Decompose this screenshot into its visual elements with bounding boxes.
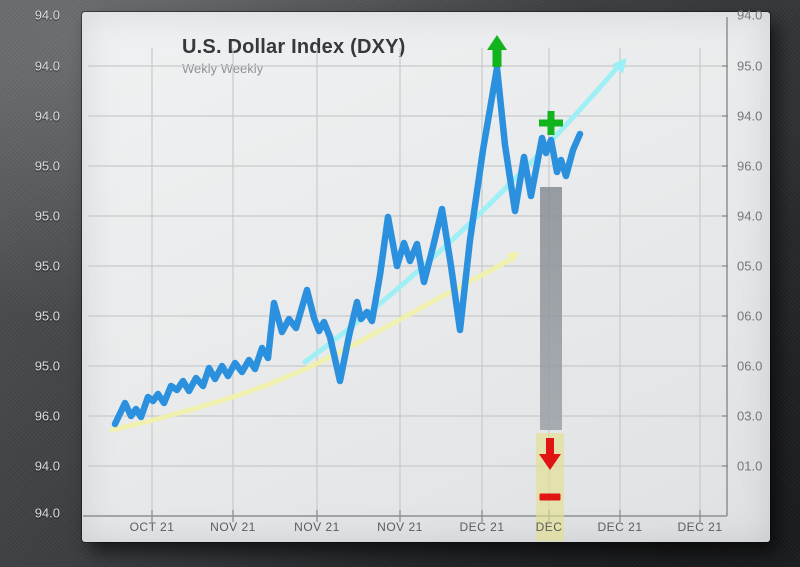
yellow-trendline-arrowhead [507, 252, 520, 263]
y-axis-right-label: 05.0 [737, 258, 763, 274]
x-axis-label: DEC 21 [459, 520, 505, 534]
yellow-trendline [109, 255, 516, 433]
x-axis-label: DEC 21 [597, 520, 643, 534]
x-axis-label: NOV 21 [377, 520, 423, 534]
red-down-arrow [539, 438, 561, 470]
x-axis-label: DEC 21 [677, 520, 723, 534]
y-axis-right-label: 06.0 [737, 308, 763, 324]
y-axis-right-label: 96.0 [737, 158, 763, 174]
y-axis-left-label: 95.0 [34, 208, 60, 224]
y-axis-left-label: 94.0 [34, 7, 60, 23]
y-axis-right-label: 94.0 [737, 7, 763, 23]
y-axis-right-label: 06.0 [737, 358, 763, 374]
x-axis-label: NOV 21 [210, 520, 256, 534]
y-axis-left-label: 94.0 [34, 58, 60, 74]
x-axis-label: OCT 21 [129, 520, 175, 534]
green-plus-marker [539, 111, 563, 135]
gridlines [88, 48, 727, 516]
y-axis-right-label: 01.0 [737, 458, 763, 474]
y-axis-left-label: 94.0 [34, 458, 60, 474]
y-axis-right-label: 95.0 [737, 58, 763, 74]
price-line [111, 64, 584, 428]
y-axis-left-label: 96.0 [34, 408, 60, 424]
y-axis-right-label: 94.0 [737, 208, 763, 224]
gray-forecast-bar [540, 187, 562, 430]
axes [83, 17, 728, 522]
chart-subtitle: Wekly Weekly [182, 61, 264, 76]
y-axis-left-label: 94.0 [34, 108, 60, 124]
y-axis-left-label: 95.0 [34, 308, 60, 324]
y-axis-left-label: 95.0 [34, 358, 60, 374]
cyan-trendline-arrowhead [612, 58, 627, 74]
y-axis-left-label: 94.0 [34, 505, 60, 521]
x-axis-label-highlighted: DEC [535, 520, 563, 534]
x-axis-label: NOV 21 [294, 520, 340, 534]
chart-title: U.S. Dollar Index (DXY) [182, 36, 406, 58]
y-axis-right-label: 94.0 [737, 108, 763, 124]
red-minus-marker [539, 493, 561, 501]
green-up-arrow [487, 35, 507, 67]
y-axis-left-label: 95.0 [34, 158, 60, 174]
y-axis-left-label: 95.0 [34, 258, 60, 274]
y-axis-right-label: 03.0 [737, 408, 763, 424]
